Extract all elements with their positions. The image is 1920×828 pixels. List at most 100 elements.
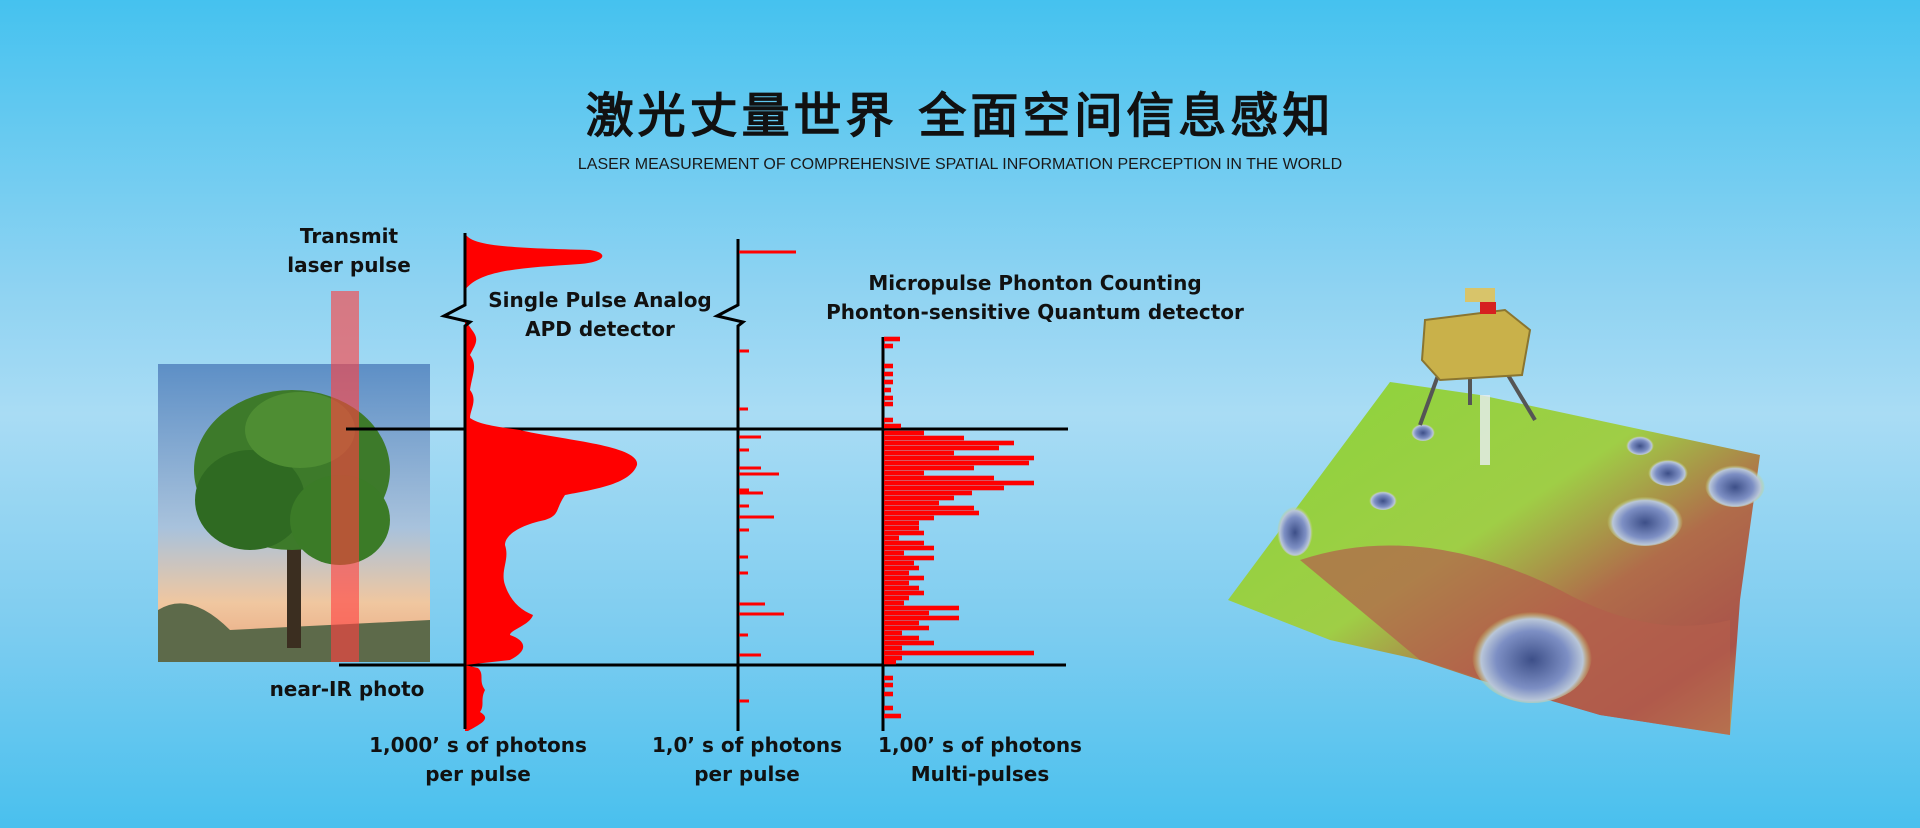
photon-count-bar — [884, 655, 902, 661]
photon-count-bar — [884, 550, 904, 556]
axis-label-line1: 1,00’ s of photons — [878, 733, 1082, 757]
photon-count-bar — [884, 475, 994, 481]
photon-count-bar — [884, 435, 964, 441]
quantum-label-line1: Micropulse Phonton Counting — [868, 271, 1202, 295]
analog-waveform — [465, 233, 638, 731]
analog-axis — [439, 233, 474, 729]
photon-count-bar — [884, 417, 893, 423]
photon-count-bar — [739, 504, 749, 508]
photon-count-bar — [884, 645, 902, 651]
transmit-label: Transmit laser pulse — [287, 222, 411, 280]
photon-count-bar — [884, 363, 893, 369]
photon-count-bar — [739, 528, 749, 532]
analog-label-line2: APD detector — [525, 317, 675, 341]
photon-count-bar — [884, 682, 893, 688]
photon-count-bar — [884, 455, 1034, 461]
photon-count-bar — [739, 515, 774, 519]
photon-count-bar — [884, 505, 974, 511]
photon-count-bar — [884, 485, 1004, 491]
photon-count-bar — [884, 440, 1014, 446]
lunar-lander — [1418, 288, 1537, 465]
photon-count-bar — [739, 699, 749, 703]
page-title: 激光丈量世界 全面空间信息感知 — [585, 88, 1335, 144]
photon-count-bar — [884, 675, 893, 681]
photon-count-bar — [739, 653, 761, 657]
analog-detector-label: Single Pulse Analog APD detector — [488, 286, 712, 344]
photon-count-bar — [739, 612, 784, 616]
photon-count-bar — [884, 530, 924, 536]
axis-label-line2: per pulse — [694, 762, 800, 786]
photon-count-bar — [884, 470, 924, 476]
photon-count-bar — [884, 610, 929, 616]
quantum-label-line2: Phonton-sensitive Quantum detector — [826, 300, 1244, 324]
photon-count-bar — [739, 571, 748, 575]
photon-count-bar — [884, 387, 891, 393]
single-photon-axis — [712, 239, 747, 731]
axis-label-line1: 1,000’ s of photons — [369, 733, 587, 757]
analog-axis-label: 1,000’ s of photons per pulse — [369, 731, 587, 789]
axis-label-line2: per pulse — [425, 762, 531, 786]
lunar-terrain-3d — [1228, 382, 1765, 735]
photon-count-bar — [884, 525, 919, 531]
photon-count-bar — [884, 659, 896, 665]
axis-label-line2: Multi-pulses — [910, 762, 1050, 786]
quantum-detector-label: Micropulse Phonton Counting Phonton-sens… — [826, 269, 1244, 327]
multi-pulse-axis-label: 1,00’ s of photons Multi-pulses — [878, 731, 1082, 789]
page-subtitle: LASER MEASUREMENT OF COMPREHENSIVE SPATI… — [577, 156, 1343, 173]
photon-count-bar — [884, 625, 929, 631]
photon-count-bar — [884, 495, 954, 501]
photon-count-bar — [884, 600, 904, 606]
near-ir-photo-label: near-IR photo — [269, 677, 425, 701]
photon-count-bar — [739, 448, 749, 452]
photon-count-bar — [884, 336, 900, 342]
analog-label-line1: Single Pulse Analog — [488, 288, 712, 312]
single-photon-axis-label: 1,0’ s of photons per pulse — [652, 731, 842, 789]
photon-count-bar — [884, 705, 893, 711]
photon-count-bar — [884, 590, 924, 596]
photon-count-bar — [739, 472, 779, 476]
photon-count-bar — [884, 713, 901, 719]
photon-count-bar — [884, 565, 919, 571]
photon-count-bar — [884, 620, 919, 626]
photon-count-bar — [739, 349, 749, 353]
photon-count-bar — [884, 395, 893, 401]
laser-beam — [331, 291, 359, 662]
photon-count-bar — [884, 650, 1034, 656]
photon-count-bar — [884, 535, 899, 541]
photon-count-bar — [884, 515, 934, 521]
photon-count-bar — [884, 630, 902, 636]
photon-count-bar — [884, 445, 999, 451]
photon-count-bar — [884, 343, 893, 349]
photon-count-bar — [739, 407, 748, 411]
photon-count-bar — [884, 605, 959, 611]
photon-count-bar — [739, 488, 749, 492]
photon-count-bar — [739, 491, 763, 495]
photon-count-bar — [884, 510, 979, 516]
photon-count-bar — [884, 570, 909, 576]
photon-count-bar — [884, 560, 914, 566]
photon-count-bar — [884, 595, 909, 601]
single-photon-bars — [739, 250, 796, 703]
photon-count-bar — [884, 500, 939, 506]
photon-count-bar — [739, 602, 765, 606]
photon-count-bar — [739, 555, 748, 559]
photon-count-bar — [739, 435, 761, 439]
photon-count-bar — [884, 691, 893, 697]
multi-pulse-bars — [884, 336, 1034, 719]
photon-count-bar — [884, 490, 972, 496]
transmit-label-line2: laser pulse — [287, 253, 411, 277]
photon-count-bar — [739, 466, 761, 470]
photon-count-bar — [739, 633, 748, 637]
photon-count-bar — [884, 615, 959, 621]
photon-count-bar — [884, 423, 901, 429]
photon-count-bar — [884, 580, 909, 586]
near-ir-tree-photo — [158, 364, 430, 662]
photon-count-bar — [884, 555, 934, 561]
photon-count-bar — [884, 480, 1034, 486]
photon-count-bar — [884, 450, 954, 456]
photon-count-bar — [739, 250, 796, 254]
photon-count-bar — [884, 465, 974, 471]
photon-count-bar — [884, 635, 919, 641]
transmit-label-line1: Transmit — [299, 224, 399, 248]
